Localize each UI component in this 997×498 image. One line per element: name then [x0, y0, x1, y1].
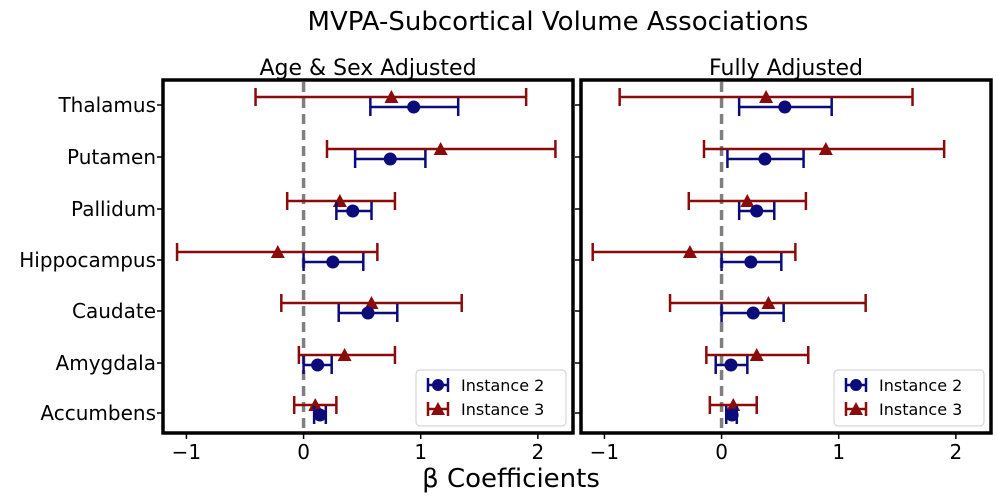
instance2-point-hippocampus — [744, 255, 758, 269]
instance3-point-thalamus — [384, 90, 399, 103]
x-tick-label: 0 — [715, 440, 728, 464]
legend-box — [833, 369, 985, 427]
legend: Instance 2 Instance 3 — [833, 369, 985, 427]
x-tick-label: −1 — [172, 440, 201, 464]
region-label-thalamus: Thalamus — [57, 93, 156, 117]
instance2-point-caudate — [361, 306, 375, 320]
legend-instance3-label: Instance 3 — [879, 400, 962, 419]
instance2-point-accumbens — [725, 408, 739, 422]
instance3-point-hippocampus — [270, 245, 285, 258]
legend-instance3-label: Instance 3 — [461, 400, 544, 419]
instance2-point-pallidum — [346, 204, 360, 218]
instance3-point-putamen — [818, 142, 833, 155]
instance3-point-accumbens — [308, 398, 323, 411]
panel-frame — [579, 78, 993, 435]
instance3-point-putamen — [433, 142, 448, 155]
region-label-putamen: Putamen — [67, 145, 156, 169]
instance2-point-accumbens — [313, 408, 327, 422]
legend-instance3-marker — [849, 402, 863, 415]
x-tick-label: 2 — [531, 440, 544, 464]
instance3-point-pallidum — [740, 194, 755, 207]
legend-instance2-label: Instance 2 — [879, 376, 962, 395]
region-label-pallidum: Pallidum — [71, 197, 156, 221]
legend-instance2-marker — [850, 379, 862, 391]
instance2-point-hippocampus — [326, 255, 340, 269]
region-label-amygdala: Amygdala — [56, 351, 156, 375]
instance3-point-thalamus — [759, 90, 774, 103]
region-label-caudate: Caudate — [72, 299, 156, 323]
x-tick-label: 2 — [949, 440, 962, 464]
instance2-point-putamen — [758, 152, 772, 166]
instance2-point-thalamus — [407, 100, 421, 114]
x-tick-label: 1 — [414, 440, 427, 464]
instance2-point-pallidum — [750, 204, 764, 218]
panel-2: Fully Adjusted −1 0 1 2 Instance 2 Instance 3 — [575, 56, 993, 464]
panel-frame — [161, 78, 575, 435]
panel-title: Fully Adjusted — [709, 56, 863, 81]
instance2-point-thalamus — [778, 100, 792, 114]
instance2-point-putamen — [383, 152, 397, 166]
instance3-point-hippocampus — [682, 245, 697, 258]
instance3-point-amygdala — [337, 348, 352, 361]
legend-instance2-label: Instance 2 — [461, 376, 544, 395]
instance3-point-caudate — [364, 296, 379, 309]
instance2-point-amygdala — [311, 358, 325, 372]
instance3-point-amygdala — [749, 348, 764, 361]
x-tick-label: −1 — [590, 440, 619, 464]
region-label-accumbens: Accumbens — [40, 401, 156, 425]
figure-title: MVPA-Subcortical Volume Associations — [308, 7, 809, 37]
x-tick-label: 0 — [297, 440, 310, 464]
legend: Instance 2 Instance 3 — [415, 369, 567, 427]
region-label-hippocampus: Hippocampus — [19, 248, 156, 272]
x-tick-label: 1 — [832, 440, 845, 464]
instance2-point-caudate — [746, 306, 760, 320]
instance2-point-amygdala — [724, 358, 738, 372]
legend-instance2-marker — [432, 379, 444, 391]
panel-title: Age & Sex Adjusted — [259, 56, 476, 81]
instance3-point-caudate — [761, 296, 776, 309]
x-axis-label: β Coefficients — [422, 464, 600, 494]
legend-box — [415, 369, 567, 427]
legend-instance3-marker — [431, 402, 445, 415]
